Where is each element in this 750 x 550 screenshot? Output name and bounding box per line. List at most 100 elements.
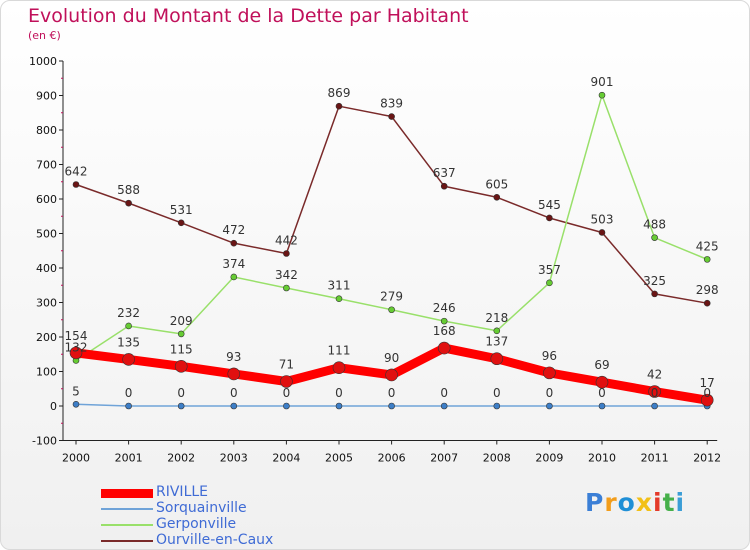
data-label: 17	[700, 376, 715, 390]
data-point	[440, 402, 448, 410]
data-label: 93	[226, 350, 241, 364]
data-point	[125, 322, 132, 330]
logo-letter: i	[653, 488, 663, 517]
logo-letter: o	[617, 488, 636, 517]
data-label: 0	[125, 386, 133, 400]
data-point	[543, 366, 556, 380]
data-point	[177, 402, 185, 410]
data-point	[546, 214, 553, 222]
y-tick-label: 500	[36, 228, 57, 241]
data-point	[280, 375, 293, 388]
data-label: 137	[485, 335, 508, 349]
data-label: 311	[328, 279, 351, 293]
data-label: 472	[222, 223, 245, 237]
legend-label: Gerponville	[156, 516, 237, 532]
data-point	[174, 360, 188, 373]
data-label: 135	[117, 335, 140, 349]
y-tick-label: -100	[32, 435, 57, 448]
data-label: 232	[117, 306, 140, 320]
data-label: 357	[538, 263, 561, 277]
y-tick-label: 300	[36, 297, 57, 310]
data-label: 0	[598, 386, 606, 400]
data-label: 588	[117, 183, 140, 197]
logo-letter: x	[635, 488, 653, 517]
data-label: 0	[230, 386, 238, 400]
y-tick-label: 600	[36, 193, 57, 206]
data-point	[651, 402, 658, 410]
x-tick-label: 2012	[693, 452, 721, 465]
legend-label: Sorquainville	[156, 500, 247, 516]
logo-letter: r	[604, 488, 618, 517]
data-point	[388, 113, 395, 120]
chart-subtitle: (en €)	[28, 29, 61, 42]
legend-swatch	[101, 524, 153, 526]
data-point	[335, 102, 343, 110]
y-tick-label: 900	[36, 90, 57, 103]
data-point	[703, 256, 711, 263]
data-label: 503	[591, 212, 614, 226]
data-point	[651, 290, 658, 298]
data-label: 0	[703, 386, 711, 400]
data-label: 71	[279, 358, 294, 372]
x-tick-label: 2008	[483, 452, 511, 465]
data-point	[598, 91, 606, 99]
y-tick-label: 700	[36, 159, 57, 172]
x-tick-label: 2009	[535, 452, 563, 465]
data-point	[385, 368, 398, 382]
data-label: 168	[433, 324, 456, 338]
data-point	[227, 367, 241, 381]
x-tick-label: 2004	[272, 452, 300, 465]
data-point	[493, 402, 501, 410]
data-label: 0	[283, 386, 291, 400]
data-point	[283, 250, 290, 257]
data-point	[598, 402, 606, 410]
data-label: 111	[328, 344, 351, 358]
logo-letter: t	[662, 488, 676, 517]
data-label: 132	[65, 340, 88, 354]
data-label: 69	[594, 358, 609, 372]
logo-letter: i	[675, 488, 686, 517]
data-label: 218	[485, 311, 508, 325]
y-tick-label: 0	[50, 400, 57, 413]
data-point	[72, 181, 80, 188]
y-tick-label: 800	[36, 124, 57, 137]
data-label: 0	[440, 386, 448, 400]
data-label: 90	[384, 351, 399, 365]
data-label: 442	[275, 234, 298, 248]
data-point	[437, 341, 451, 355]
x-tick-label: 2010	[588, 452, 616, 465]
data-point	[283, 284, 290, 292]
data-point	[493, 193, 501, 201]
x-tick-label: 2005	[325, 452, 353, 465]
data-label: 5	[72, 384, 80, 398]
data-point	[69, 346, 83, 360]
chart-title: Evolution du Montant de la Dette par Hab…	[28, 5, 469, 27]
data-point	[546, 279, 553, 287]
data-label: 298	[696, 283, 719, 297]
data-label: 0	[335, 386, 343, 400]
data-label: 605	[485, 177, 508, 191]
data-point	[230, 239, 238, 247]
data-label: 0	[651, 386, 659, 400]
legend-swatch	[101, 508, 153, 510]
data-point	[598, 229, 606, 236]
data-point	[648, 385, 661, 398]
data-point	[595, 375, 609, 389]
data-label: 42	[647, 368, 662, 382]
data-label: 115	[170, 342, 193, 356]
legend-label: RIVILLE	[156, 484, 209, 500]
x-tick-label: 2007	[430, 452, 458, 465]
data-label: 488	[643, 218, 666, 232]
legend-swatch	[101, 540, 153, 542]
data-label: 901	[591, 75, 614, 89]
data-point	[388, 402, 395, 410]
x-tick-label: 2006	[378, 452, 406, 465]
x-tick-label: 2002	[167, 452, 195, 465]
data-label: 246	[433, 301, 456, 315]
data-label: 0	[493, 386, 501, 400]
y-tick-label: 400	[36, 262, 57, 275]
data-label: 0	[177, 386, 185, 400]
data-label: 425	[696, 239, 719, 253]
